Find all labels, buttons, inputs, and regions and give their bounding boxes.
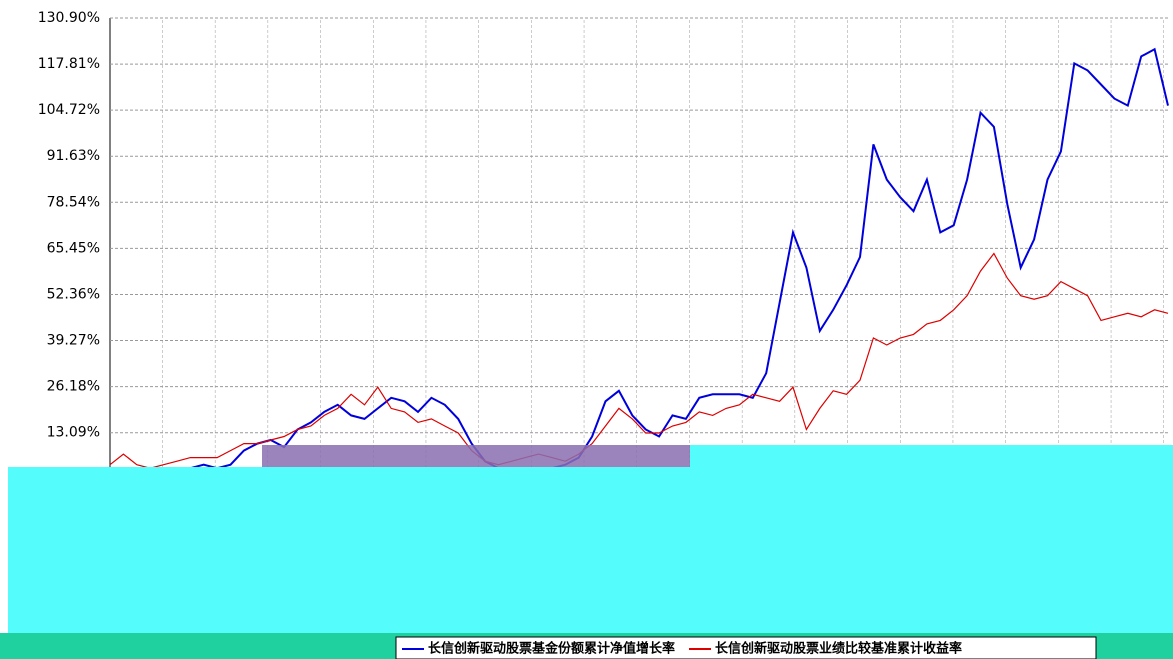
overlay-block <box>8 467 1173 635</box>
y-tick-label: 26.18% <box>47 379 100 395</box>
y-tick-label: 65.45% <box>47 240 100 256</box>
y-tick-label: 104.72% <box>38 102 100 118</box>
legend-label: 长信创新驱动股票基金份额累计净值增长率 <box>428 641 675 657</box>
overlay-block <box>690 445 1173 470</box>
y-tick-label: 78.54% <box>47 194 100 210</box>
chart: 长信创新驱动股票基金份额累计净值增长率 长信创新驱动股票业绩比较基准累计收益率 1… <box>0 0 1173 659</box>
y-tick-label: 117.81% <box>38 56 100 72</box>
y-tick-label: 130.90% <box>38 10 100 26</box>
y-tick-label: 91.63% <box>47 148 100 164</box>
y-tick-label: 39.27% <box>47 333 100 349</box>
overlay-block <box>262 445 690 468</box>
legend-label: 长信创新驱动股票业绩比较基准累计收益率 <box>715 641 962 657</box>
y-tick-label: 13.09% <box>47 425 100 441</box>
y-tick-label: 52.36% <box>47 286 100 302</box>
